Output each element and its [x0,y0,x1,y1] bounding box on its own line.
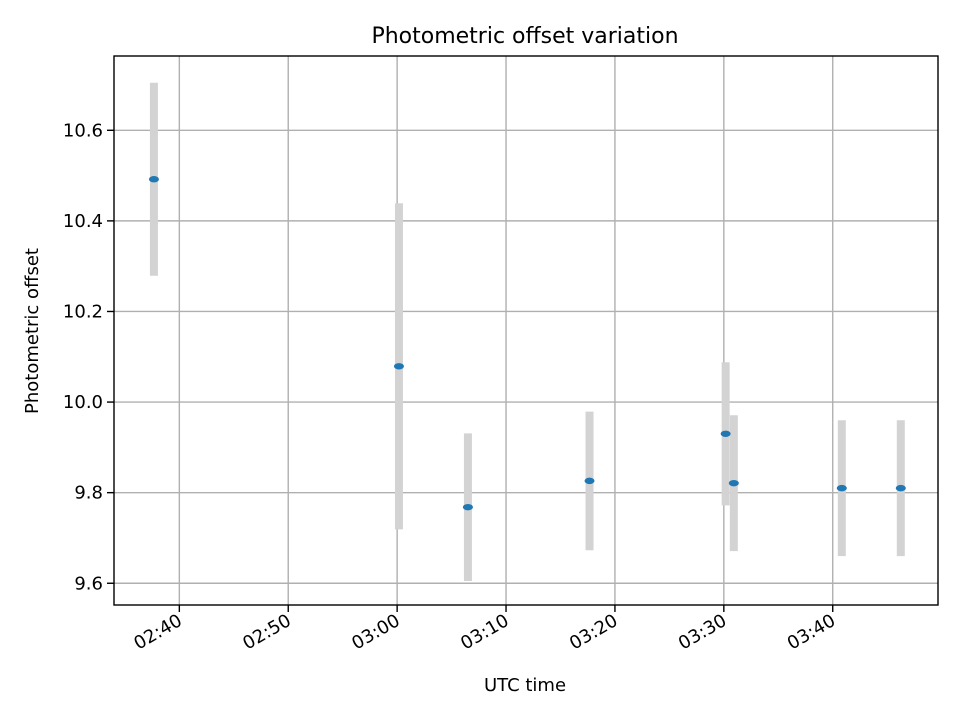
x-tick-label: 03:20 [566,610,621,654]
errorbar-layer [149,82,905,581]
y-axis-label: Photometric offset [22,248,43,414]
x-tick-label: 03:00 [348,610,403,654]
grid-layer [114,56,938,605]
x-tick-label: 03:40 [784,610,839,654]
y-tick-label: 9.8 [74,483,103,504]
x-axis-label: UTC time [484,675,566,696]
data-point [720,430,731,437]
data-point [895,484,906,492]
y-tick-label: 9.6 [74,573,103,594]
data-point [728,479,739,487]
y-tick-label: 10.2 [63,301,103,322]
data-point [148,176,159,183]
data-point [393,363,404,370]
y-tick-label: 10.0 [63,392,103,413]
data-point [836,484,847,492]
point-layer [148,176,906,511]
x-tick-label: 02:40 [130,610,185,654]
data-point [462,503,473,511]
y-tick-label: 10.4 [63,211,103,232]
y-tick-label: 10.6 [63,120,103,141]
x-tick-label: 03:10 [457,610,512,654]
x-tick-label: 02:50 [239,610,294,654]
plot-frame [113,55,939,606]
data-point [584,477,595,485]
chart-title: Photometric offset variation [371,24,678,49]
x-tick-label: 03:30 [675,610,730,654]
